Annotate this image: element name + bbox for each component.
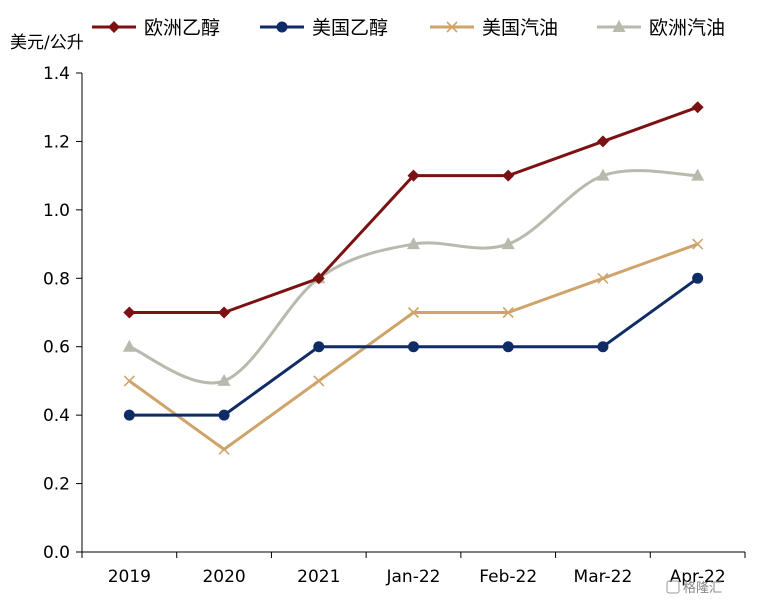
y-tick-label: 0.4 <box>43 406 70 426</box>
data-point <box>313 341 325 353</box>
y-tick-label: 1.4 <box>43 64 70 84</box>
legend-label: 美国汽油 <box>482 17 558 39</box>
data-point <box>407 306 420 319</box>
x-tick-label: 2019 <box>108 567 151 587</box>
data-point <box>691 168 705 181</box>
legend-item: 美国乙醇 <box>260 17 388 39</box>
legend-marker <box>276 21 288 33</box>
y-tick-label: 1.2 <box>43 132 70 152</box>
data-point <box>313 375 325 387</box>
data-point <box>218 409 230 421</box>
axes: 0.0 0.2 0.4 0.6 0.8 1.0 1.2 1.4 2019 2020 2021 Jan-… <box>43 64 746 587</box>
series-1 <box>123 272 704 421</box>
data-point <box>407 169 420 182</box>
series-0 <box>123 101 704 319</box>
legend-item: 欧洲汽油 <box>597 17 725 39</box>
data-point <box>217 373 231 386</box>
legend-marker <box>446 21 458 33</box>
y-tick-label: 0.0 <box>43 543 70 563</box>
legend-label: 欧洲汽油 <box>649 17 725 39</box>
legend: 欧洲乙醇 美国乙醇 美国汽油 欧洲汽油 <box>92 17 725 39</box>
watermark-text: 格隆汇 <box>683 580 722 596</box>
data-point <box>692 272 704 284</box>
data-point <box>122 339 136 352</box>
series-2 <box>123 238 704 455</box>
data-point <box>502 169 515 182</box>
data-point <box>123 409 135 421</box>
x-tick-label: Feb-22 <box>479 567 537 587</box>
x-tick-label: Jan-22 <box>386 567 441 587</box>
series-line <box>129 105 699 314</box>
legend-label: 美国乙醇 <box>312 17 388 39</box>
y-tick-label: 1.0 <box>43 201 70 221</box>
data-point <box>123 306 136 319</box>
legend-item: 美国汽油 <box>430 17 558 39</box>
data-point <box>123 375 135 387</box>
legend-label: 欧洲乙醇 <box>144 17 220 39</box>
data-point <box>691 101 704 114</box>
data-point <box>596 135 609 148</box>
data-point <box>312 272 325 285</box>
series-3 <box>122 168 705 386</box>
x-tick-label: Apr-22 <box>670 567 726 587</box>
x-tick-label: Mar-22 <box>574 567 633 587</box>
data-point <box>218 306 231 319</box>
y-tick-label: 0.8 <box>43 269 70 289</box>
data-point <box>407 237 420 250</box>
watermark-logo-icon <box>666 580 680 594</box>
data-point <box>596 168 610 181</box>
x-tick-label: 2020 <box>202 567 245 587</box>
y-tick-label: 0.2 <box>43 475 70 495</box>
data-point <box>502 341 514 353</box>
y-axis-unit-label: 美元/公升 <box>10 33 84 53</box>
y-tick-label: 0.6 <box>43 338 70 358</box>
data-point <box>597 341 609 353</box>
series-layer <box>122 101 705 455</box>
watermark: 格隆汇 <box>666 580 722 596</box>
data-point <box>597 272 609 284</box>
data-point <box>501 237 515 250</box>
legend-marker <box>612 20 626 32</box>
x-tick-label: 2021 <box>297 567 340 587</box>
data-point <box>502 306 514 319</box>
data-point <box>408 341 419 353</box>
data-point <box>692 238 704 250</box>
legend-item: 欧洲乙醇 <box>92 17 220 39</box>
data-point <box>218 443 230 455</box>
legend-marker <box>108 21 120 33</box>
